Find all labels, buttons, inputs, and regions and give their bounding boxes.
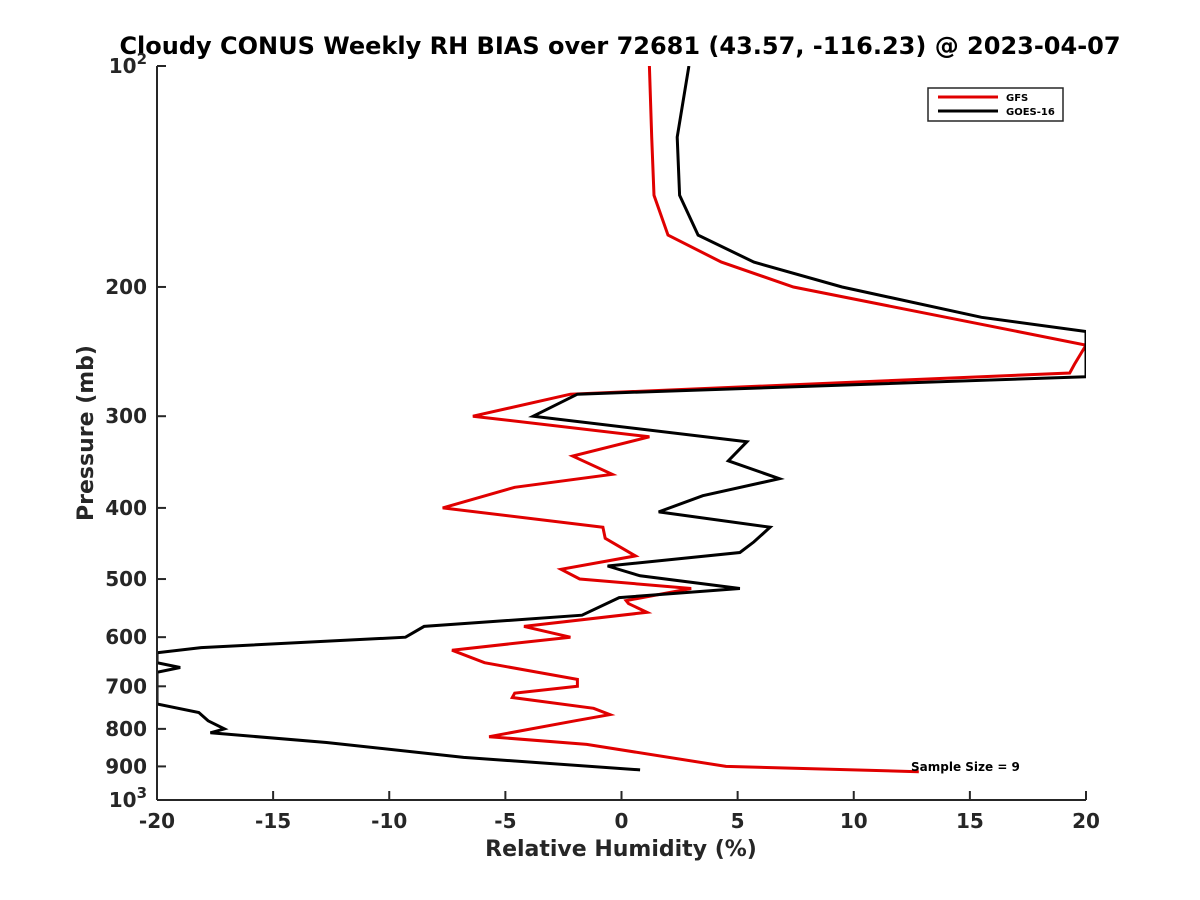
legend-box (927, 87, 1064, 122)
x-tick-label: 0 (615, 809, 629, 833)
sample-size-annotation: Sample Size = 9 (911, 760, 1020, 774)
y-tick-label: 500 (105, 567, 147, 591)
y-tick-label: 400 (105, 496, 147, 520)
x-tick-label: -10 (371, 809, 407, 833)
y-tick-label: 600 (105, 625, 147, 649)
x-tick-label: 15 (956, 809, 984, 833)
x-tick-label: 5 (731, 809, 745, 833)
x-tick-label: -15 (255, 809, 291, 833)
legend: GFS GOES-16 (927, 87, 1064, 122)
chart-title: Cloudy CONUS Weekly RH BIAS over 72681 (… (119, 32, 1120, 60)
y-tick-label: 103 (109, 784, 147, 812)
x-tick-label: -20 (139, 809, 175, 833)
legend-entry: GOES-16 (1006, 107, 1055, 118)
y-axis-label: Pressure (mb) (74, 345, 99, 521)
legend-entry: GFS (1006, 93, 1028, 104)
series-group (157, 66, 1086, 774)
x-tick-label: -5 (494, 809, 516, 833)
y-tick-label: 200 (105, 275, 147, 299)
axes-group: -20 -15 -10 -5 0 5 10 15 20 102 200 300 400 500 600 700… (105, 50, 1100, 833)
x-tick-label: 10 (840, 809, 868, 833)
x-tick-label: 20 (1072, 809, 1100, 833)
x-axis-label: Relative Humidity (%) (485, 837, 757, 862)
y-tick-label: 900 (105, 754, 147, 778)
y-tick-label: 800 (105, 717, 147, 741)
y-tick-label: 102 (109, 50, 147, 78)
y-tick-label: 700 (105, 674, 147, 698)
series-line-goes-16 (157, 66, 1086, 772)
series-line-gfs (442, 66, 1086, 774)
y-tick-label: 300 (105, 404, 147, 428)
